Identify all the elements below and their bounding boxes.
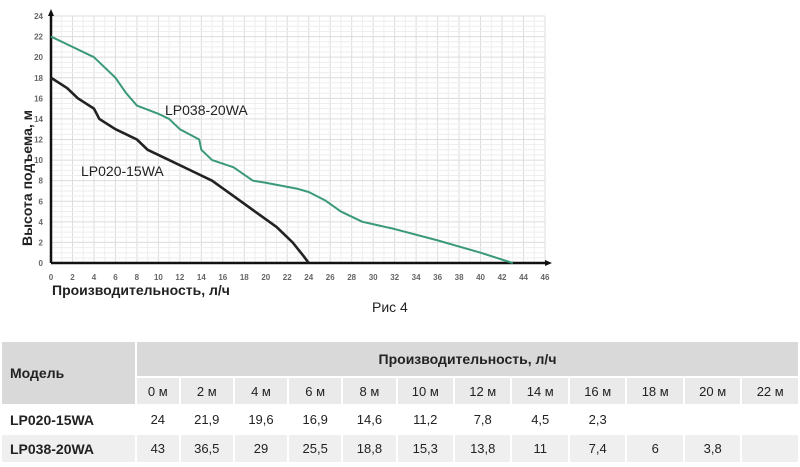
table-cell: 29 xyxy=(234,435,288,462)
model-header: Модель xyxy=(2,342,135,404)
column-header: 6 м xyxy=(289,378,342,404)
series-line-lp020-15wa xyxy=(50,76,310,264)
table-cell: 11,2 xyxy=(413,412,438,427)
table-cell: 24 xyxy=(150,412,166,427)
x-tick-label: 20 xyxy=(261,273,270,282)
table-cell: 19,6 xyxy=(248,412,274,427)
table-cell: 15,3 xyxy=(397,435,453,462)
y-tick-label: 12 xyxy=(34,136,43,145)
y-axis-label: Высота подъема, м xyxy=(19,110,35,247)
table-cell: 11 xyxy=(512,435,568,462)
x-tick-label: 2 xyxy=(70,273,75,282)
x-tick-label: 36 xyxy=(433,273,442,282)
column-header: 2 м xyxy=(180,378,233,404)
table-cell: 7,8 xyxy=(473,412,492,427)
x-tick-label: 38 xyxy=(455,273,464,282)
table-cell xyxy=(627,406,682,433)
y-tick-label: 4 xyxy=(39,218,44,227)
x-tick-label: 24 xyxy=(304,273,313,282)
model-name: LP020-15WA xyxy=(10,411,95,428)
x-tick-label: 10 xyxy=(154,273,163,282)
x-tick-label: 46 xyxy=(541,273,550,282)
x-tick-label: 40 xyxy=(476,273,485,282)
y-tick-label: 10 xyxy=(34,156,43,165)
table-cell xyxy=(685,406,740,433)
column-header: 4 м xyxy=(234,378,288,404)
table-cell: 4,5 xyxy=(531,412,550,427)
y-tick-label: 2 xyxy=(39,238,44,247)
x-tick-label: 18 xyxy=(240,273,249,282)
table-cell: 6 xyxy=(627,435,683,462)
table-cell: 36,5 xyxy=(180,435,233,462)
x-tick-label: 12 xyxy=(175,273,184,282)
x-tick-label: 8 xyxy=(135,273,140,282)
y-tick-label: 22 xyxy=(34,33,43,42)
table-cell: 18,8 xyxy=(343,435,396,462)
table-row: LP020-15WA 24 21,9 19,6 16,9 14,6 11,2 7,8 4,5 2,… xyxy=(2,406,798,433)
column-header: 14 м xyxy=(512,378,568,404)
x-tick-label: 4 xyxy=(92,273,97,282)
x-tick-label: 22 xyxy=(283,273,292,282)
series-label: LP038-20WA xyxy=(165,102,248,118)
x-tick-label: 44 xyxy=(519,273,528,282)
table-cell: 14,6 xyxy=(356,412,383,427)
table-cell: 43 xyxy=(137,435,179,462)
column-header: 20 м xyxy=(684,378,741,404)
column-header: 22 м xyxy=(742,378,798,404)
y-tick-label: 0 xyxy=(39,259,44,268)
column-header: 16 м xyxy=(569,378,626,404)
table-cell: 3,8 xyxy=(684,435,741,462)
x-tick-label: 6 xyxy=(113,273,118,282)
x-tick-label: 30 xyxy=(369,273,378,282)
performance-header: Производительность, л/ч xyxy=(137,342,798,376)
series-label: LP020-15WA xyxy=(81,163,164,179)
y-tick-label: 18 xyxy=(34,74,43,83)
table-row: LP038-20WA 43 36,5 29 25,5 18,8 15,3 13,8 11 7,4 6… xyxy=(2,435,798,462)
table-cell: 2,3 xyxy=(588,412,607,427)
y-tick-label: 16 xyxy=(34,94,43,103)
x-tick-label: 32 xyxy=(390,273,399,282)
y-axis-arrow xyxy=(48,9,54,16)
x-tick-label: 34 xyxy=(412,273,421,282)
figure-caption: Рис 4 xyxy=(372,299,408,315)
x-tick-label: 14 xyxy=(197,273,206,282)
column-header: 8 м xyxy=(343,378,396,404)
table-cell: 13,8 xyxy=(455,435,511,462)
x-tick-label: 26 xyxy=(326,273,335,282)
performance-chart: 0 2 4 6 8 10 12 14 16 18 20 22 24 26 28 30 32 34 36 38 40 42 4… xyxy=(34,9,552,282)
table-cell xyxy=(742,406,798,433)
y-tick-label: 8 xyxy=(39,177,44,186)
y-tick-label: 20 xyxy=(34,53,43,62)
x-tick-label: 42 xyxy=(498,273,507,282)
table-cell: 21,9 xyxy=(194,412,220,427)
x-tick-label: 16 xyxy=(218,273,227,282)
column-header: 18 м xyxy=(627,378,683,404)
series-line-lp038-20wa xyxy=(50,35,514,264)
model-name: LP038-20WA xyxy=(2,435,135,462)
table-cell: 7,4 xyxy=(569,435,626,462)
y-tick-label: 14 xyxy=(34,115,43,124)
table-cell xyxy=(742,435,798,462)
y-tick-label: 6 xyxy=(39,197,44,206)
x-tick-label: 28 xyxy=(347,273,356,282)
x-tick-label: 0 xyxy=(49,273,54,282)
column-header: 10 м xyxy=(397,378,453,404)
x-axis-arrow xyxy=(545,260,552,266)
table-cell: 16,9 xyxy=(302,412,328,427)
column-header: 12 м xyxy=(455,378,511,404)
column-header: 0 м xyxy=(137,378,179,404)
table-cell: 25,5 xyxy=(289,435,342,462)
x-axis-label: Производительность, л/ч xyxy=(52,282,230,298)
y-tick-label: 24 xyxy=(34,12,43,21)
